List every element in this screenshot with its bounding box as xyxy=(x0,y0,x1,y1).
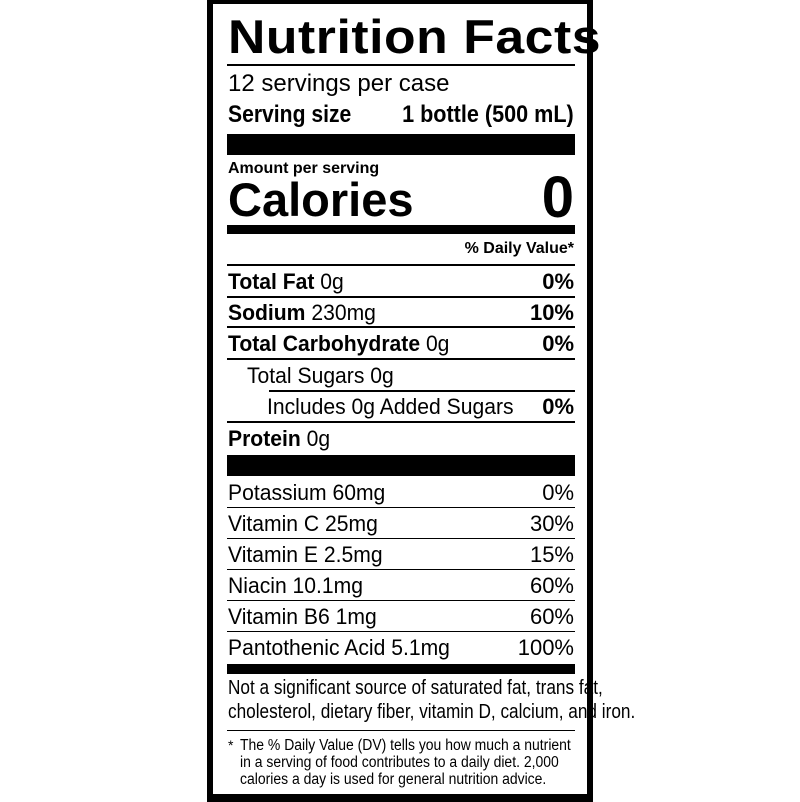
calories-label: Calories xyxy=(228,173,414,226)
micronutrient-dv: 0% xyxy=(542,480,574,505)
nutrient-row-total-fat: Total Fat 0g xyxy=(228,269,344,294)
micronutrient-row: Potassium 60mg xyxy=(228,480,386,505)
nutrient-row-total-carbohydrate: Total Carbohydrate 0g xyxy=(228,331,450,356)
divider xyxy=(227,600,575,601)
divider xyxy=(227,264,575,266)
divider xyxy=(227,64,575,66)
dv-added-sugars: 0% xyxy=(542,394,574,419)
not-significant-line-2: cholesterol, dietary fiber, vitamin D, c… xyxy=(228,701,636,723)
divider xyxy=(227,421,575,423)
micronutrient-dv: 100% xyxy=(517,635,574,660)
micronutrient-dv: 60% xyxy=(529,573,574,598)
divider xyxy=(227,538,575,539)
micronutrient-row: Vitamin C 25mg xyxy=(228,511,378,536)
not-significant-line-1: Not a significant source of saturated fa… xyxy=(228,677,603,699)
nutrient-row-total-sugars: Total Sugars 0g xyxy=(247,363,394,388)
medium-divider xyxy=(227,225,575,234)
thick-divider xyxy=(227,134,575,155)
divider xyxy=(227,326,575,328)
daily-value-header: % Daily Value* xyxy=(464,240,574,257)
dv-total-fat: 0% xyxy=(542,269,574,294)
footnote-line-2: in a serving of food contributes to a da… xyxy=(240,754,559,771)
divider xyxy=(227,730,575,731)
divider xyxy=(227,296,575,298)
dv-total-carbohydrate: 0% xyxy=(542,331,574,356)
micronutrient-row: Niacin 10.1mg xyxy=(228,573,364,598)
footnote-line-3: calories a day is used for general nutri… xyxy=(240,771,547,788)
servings-per-container: 12 servings per case xyxy=(228,70,450,97)
nutrient-row-added-sugars: Includes 0g Added Sugars xyxy=(267,394,514,419)
micronutrient-row: Pantothenic Acid 5.1mg xyxy=(228,635,450,660)
divider xyxy=(269,390,575,392)
footnote-line-1: The % Daily Value (DV) tells you how muc… xyxy=(240,737,571,754)
footnote-marker: * xyxy=(228,737,234,753)
nutrition-facts-label: Nutrition Facts 12 servings per case Ser… xyxy=(207,0,635,802)
divider xyxy=(227,569,575,570)
label-title: Nutrition Facts xyxy=(228,10,602,63)
dv-sodium: 10% xyxy=(529,300,574,325)
thick-divider xyxy=(227,455,575,476)
calories-value: 0 xyxy=(541,165,574,230)
nutrient-row-sodium: Sodium 230mg xyxy=(228,300,376,325)
micronutrient-dv: 60% xyxy=(529,604,574,629)
serving-size-value: 1 bottle (500 mL) xyxy=(402,101,574,128)
medium-divider xyxy=(227,664,575,674)
micronutrient-row: Vitamin E 2.5mg xyxy=(228,542,383,567)
micronutrient-dv: 15% xyxy=(529,542,574,567)
nutrient-row-protein: Protein 0g xyxy=(228,426,331,451)
amount-per-serving: Amount per serving xyxy=(228,160,380,177)
divider xyxy=(227,631,575,632)
serving-size-label: Serving size xyxy=(228,101,352,128)
micronutrient-row: Vitamin B6 1mg xyxy=(228,604,377,629)
divider xyxy=(227,507,575,508)
micronutrient-dv: 30% xyxy=(529,511,574,536)
divider xyxy=(227,358,575,360)
